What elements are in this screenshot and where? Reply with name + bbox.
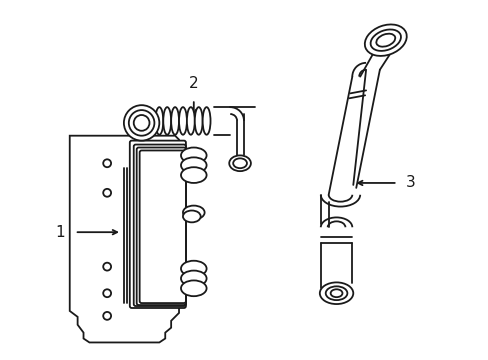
Ellipse shape [181, 261, 206, 276]
FancyBboxPatch shape [137, 148, 185, 305]
Ellipse shape [103, 159, 111, 167]
Ellipse shape [133, 115, 149, 131]
FancyBboxPatch shape [129, 141, 185, 308]
Ellipse shape [181, 271, 206, 286]
Ellipse shape [370, 30, 400, 51]
Polygon shape [70, 136, 179, 342]
Ellipse shape [181, 167, 206, 183]
Ellipse shape [183, 211, 200, 222]
Ellipse shape [319, 282, 352, 304]
Ellipse shape [364, 24, 406, 56]
Ellipse shape [229, 156, 250, 171]
Ellipse shape [181, 148, 206, 163]
Ellipse shape [181, 157, 206, 173]
Ellipse shape [128, 110, 154, 136]
Ellipse shape [123, 105, 159, 141]
Ellipse shape [183, 206, 204, 219]
Text: 1: 1 [55, 225, 65, 240]
Ellipse shape [233, 158, 246, 168]
Ellipse shape [103, 312, 111, 320]
Ellipse shape [103, 189, 111, 197]
Ellipse shape [186, 107, 194, 135]
Ellipse shape [179, 107, 186, 135]
Ellipse shape [325, 286, 346, 300]
Ellipse shape [163, 107, 171, 135]
Ellipse shape [171, 107, 179, 135]
Ellipse shape [103, 289, 111, 297]
Ellipse shape [202, 107, 210, 135]
Text: 3: 3 [405, 175, 414, 190]
FancyBboxPatch shape [133, 145, 185, 306]
Ellipse shape [330, 289, 342, 297]
Ellipse shape [103, 263, 111, 271]
Ellipse shape [376, 34, 394, 47]
Ellipse shape [194, 107, 202, 135]
Ellipse shape [181, 280, 206, 296]
Text: 2: 2 [188, 76, 198, 91]
FancyBboxPatch shape [140, 150, 185, 303]
Ellipse shape [155, 107, 163, 135]
